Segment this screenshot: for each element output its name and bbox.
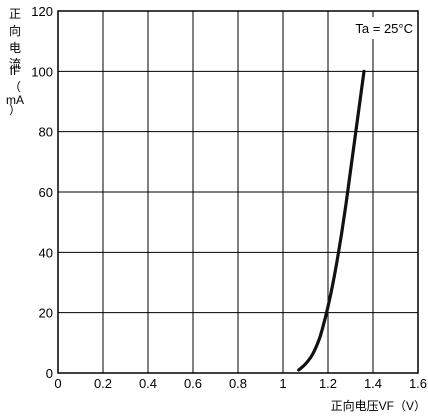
y-axis-label-part: IF bbox=[10, 64, 21, 78]
y-axis-label-part: mA bbox=[6, 93, 24, 107]
x-axis-label: 正向电压VF（V） bbox=[331, 398, 426, 413]
x-tick-label: 1.2 bbox=[319, 376, 337, 391]
y-axis-label-part: ） bbox=[9, 103, 21, 117]
x-tick-label: 0 bbox=[54, 376, 61, 391]
x-tick-label: 0.6 bbox=[184, 376, 202, 391]
y-axis-label-part: 向 bbox=[9, 23, 21, 38]
y-tick-label: 20 bbox=[39, 306, 53, 321]
x-tick-label: 1 bbox=[279, 376, 286, 391]
y-axis-label-part: 正 bbox=[9, 7, 21, 21]
temperature-annotation: Ta = 25°C bbox=[355, 21, 413, 36]
x-tick-label: 1.6 bbox=[409, 376, 427, 391]
x-tick-label: 0.2 bbox=[94, 376, 112, 391]
series-layer bbox=[297, 69, 366, 372]
y-tick-label: 40 bbox=[39, 245, 53, 260]
x-tick-label: 0.4 bbox=[139, 376, 157, 391]
x-tick-label: 1.4 bbox=[364, 376, 382, 391]
y-tick-label: 80 bbox=[39, 125, 53, 140]
y-tick-label: 0 bbox=[46, 366, 53, 381]
series-line bbox=[297, 69, 366, 372]
y-tick-label: 120 bbox=[31, 4, 53, 19]
y-axis-label-part: （ bbox=[9, 80, 21, 94]
x-tick-label: 0.8 bbox=[229, 376, 247, 391]
x-axis-ticks: 0 0.2 0.4 0.6 0.8 1 1.2 1.4 1.6 bbox=[54, 376, 427, 391]
y-tick-label: 60 bbox=[39, 185, 53, 200]
plot-frame bbox=[57, 10, 419, 374]
y-axis-ticks: 0 20 40 60 80 100 120 bbox=[31, 4, 53, 381]
y-axis-label-part: 电 bbox=[9, 41, 21, 55]
y-axis-label-part: 流 bbox=[9, 57, 21, 71]
annotation-background bbox=[329, 17, 415, 39]
grid bbox=[58, 11, 418, 373]
annotation-box: Ta = 25°C bbox=[329, 17, 415, 39]
y-tick-label: 100 bbox=[31, 64, 53, 79]
